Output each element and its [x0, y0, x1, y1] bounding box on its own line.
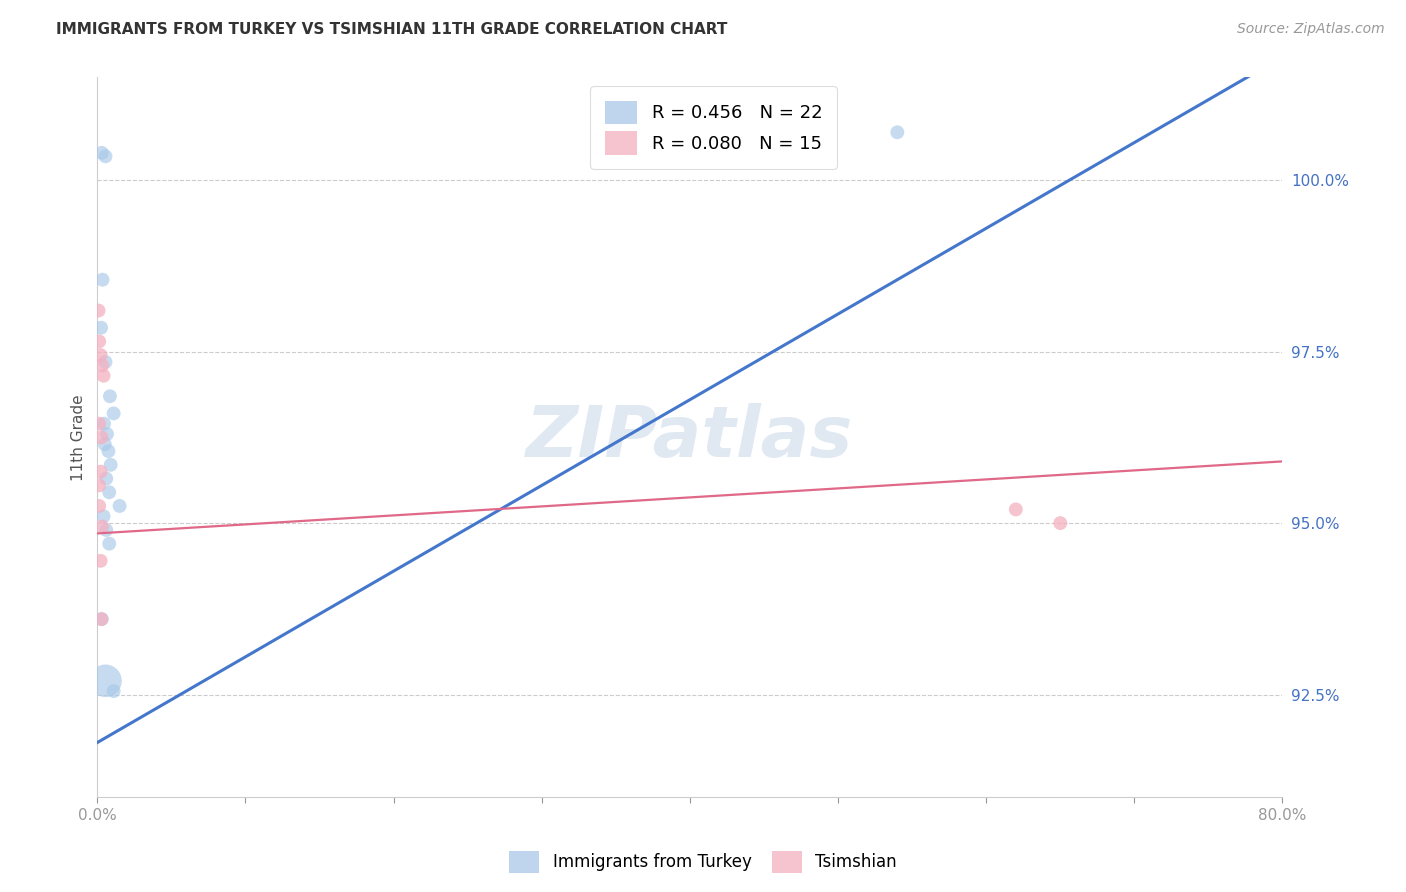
Point [90, 430, 112, 444]
Point [94, 437, 117, 451]
Point [97, 444, 120, 458]
Point [103, 406, 125, 420]
Point [93, 509, 115, 524]
Point [94, 673, 117, 688]
Point [100, 458, 122, 472]
Point [89, 334, 111, 349]
Point [91, 359, 114, 373]
Point [90, 320, 112, 334]
Point [108, 499, 131, 513]
Point [90, 612, 112, 626]
Point [90, 145, 112, 160]
Point [90, 348, 112, 362]
Point [1049, 516, 1071, 530]
Point [93, 368, 115, 383]
Point [96, 427, 118, 442]
Point [98, 389, 121, 403]
Point [90, 612, 112, 626]
Point [96, 523, 118, 537]
Point [93, 417, 115, 431]
Point [91, 519, 114, 533]
Text: IMMIGRANTS FROM TURKEY VS TSIMSHIAN 11TH GRADE CORRELATION CHART: IMMIGRANTS FROM TURKEY VS TSIMSHIAN 11TH… [56, 22, 728, 37]
Y-axis label: 11th Grade: 11th Grade [72, 394, 86, 481]
Point [886, 125, 908, 139]
Legend: Immigrants from Turkey, Tsimshian: Immigrants from Turkey, Tsimshian [503, 845, 903, 880]
Point [96, 471, 118, 485]
Point [89, 478, 111, 492]
Point [98, 537, 121, 551]
Point [103, 684, 125, 698]
Point [90, 554, 112, 568]
Point [89, 499, 111, 513]
Point [91, 273, 114, 287]
Point [94, 355, 117, 369]
Point [90, 465, 112, 479]
Legend: R = 0.456   N = 22, R = 0.080   N = 15: R = 0.456 N = 22, R = 0.080 N = 15 [591, 87, 837, 169]
Point [87, 303, 110, 318]
Point [1004, 502, 1026, 516]
Point [98, 485, 121, 500]
Point [94, 149, 117, 163]
Text: Source: ZipAtlas.com: Source: ZipAtlas.com [1237, 22, 1385, 37]
Text: ZIPatlas: ZIPatlas [526, 403, 853, 472]
Point [89, 417, 111, 431]
